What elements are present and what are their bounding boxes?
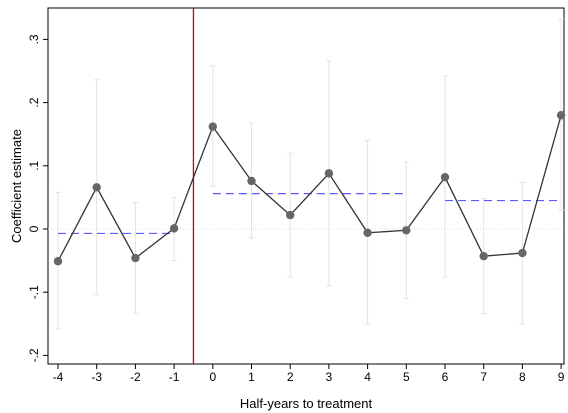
y-axis-ticks: -.2 -.1 0 .1 .2 .3 bbox=[27, 34, 48, 362]
y-tick-label: -.1 bbox=[27, 285, 41, 299]
x-tick-label: 1 bbox=[248, 370, 255, 384]
x-tick-label: 5 bbox=[403, 370, 410, 384]
x-tick-label: -2 bbox=[130, 370, 141, 384]
data-point bbox=[518, 248, 527, 258]
series-points bbox=[53, 111, 566, 266]
x-tick-label: -4 bbox=[53, 370, 64, 384]
x-tick-label: 7 bbox=[480, 370, 487, 384]
data-point bbox=[92, 183, 101, 192]
reference-lines bbox=[48, 8, 564, 364]
x-tick-label: 6 bbox=[442, 370, 449, 384]
y-tick-label: .1 bbox=[27, 160, 41, 170]
data-point bbox=[556, 111, 566, 120]
series-line bbox=[57, 115, 562, 262]
x-tick-label: -3 bbox=[91, 370, 102, 384]
y-tick-label: .3 bbox=[27, 34, 41, 44]
data-point bbox=[169, 224, 179, 233]
x-tick-label: 0 bbox=[209, 370, 216, 384]
y-axis-title: Coefficient estimate bbox=[9, 129, 24, 243]
y-tick-label: -.2 bbox=[27, 348, 41, 362]
data-point bbox=[402, 226, 411, 235]
data-point bbox=[363, 228, 372, 237]
x-tick-label: 4 bbox=[364, 370, 371, 384]
x-axis-ticks: -4 -3 -2 -1 0 1 2 3 4 5 6 7 8 9 bbox=[53, 364, 565, 384]
series-polyline bbox=[57, 115, 562, 262]
data-point bbox=[247, 176, 256, 186]
data-point bbox=[208, 122, 217, 131]
x-tick-label: 9 bbox=[558, 370, 565, 384]
y-tick-label: .2 bbox=[27, 97, 41, 107]
plot-area bbox=[47, 7, 565, 365]
x-tick-label: -1 bbox=[169, 370, 180, 384]
x-tick-label: 2 bbox=[287, 370, 294, 384]
data-point bbox=[479, 251, 488, 261]
x-tick-label: 8 bbox=[519, 370, 526, 384]
x-tick-label: 3 bbox=[326, 370, 333, 384]
y-tick-label: 0 bbox=[27, 225, 41, 232]
data-point bbox=[324, 169, 334, 178]
data-point bbox=[53, 257, 63, 266]
data-point bbox=[440, 172, 450, 182]
x-axis-title: Half-years to treatment bbox=[240, 396, 373, 411]
data-point bbox=[131, 253, 140, 263]
data-point bbox=[286, 210, 295, 220]
